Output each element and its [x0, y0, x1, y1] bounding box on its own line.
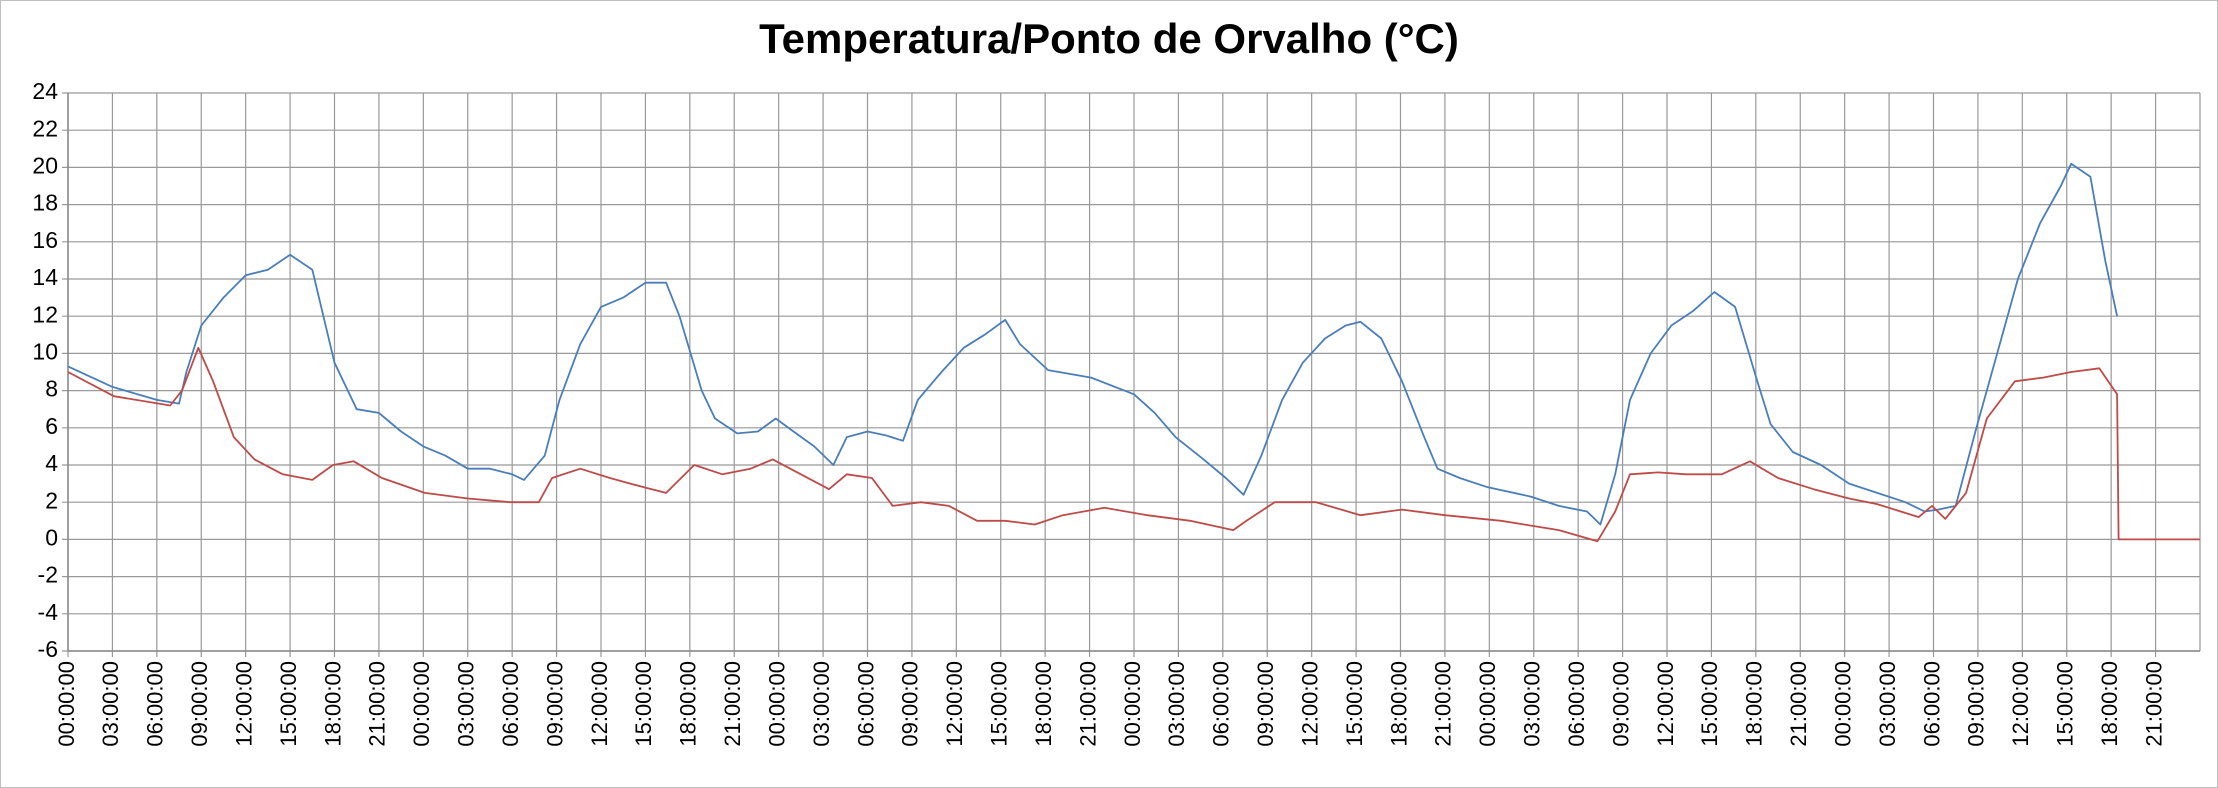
x-tick-label: 12:00:00	[1653, 661, 1678, 747]
x-tick-label: 15:00:00	[276, 661, 301, 747]
y-tick-label: 20	[32, 152, 58, 178]
x-tick-label: 09:00:00	[542, 661, 567, 747]
y-tick-label: 22	[32, 115, 58, 141]
x-tick-label: 06:00:00	[1919, 661, 1944, 747]
x-tick-label: 18:00:00	[2097, 661, 2122, 747]
x-tick-label: 03:00:00	[809, 661, 834, 747]
x-tick-label: 21:00:00	[720, 661, 745, 747]
x-tick-label: 18:00:00	[320, 661, 345, 747]
x-tick-label: 09:00:00	[1964, 661, 1989, 747]
x-tick-label: 21:00:00	[2141, 661, 2166, 747]
x-tick-label: 03:00:00	[1164, 661, 1189, 747]
y-tick-label: -6	[38, 636, 58, 662]
x-tick-label: 18:00:00	[1386, 661, 1411, 747]
x-tick-label: 12:00:00	[942, 661, 967, 747]
series-line	[67, 162, 2118, 526]
x-tick-label: 09:00:00	[1608, 661, 1633, 747]
x-tick-label: 00:00:00	[54, 661, 79, 747]
x-tick-label: 21:00:00	[1786, 661, 1811, 747]
x-tick-label: 18:00:00	[676, 661, 701, 747]
y-tick-label: 8	[45, 376, 58, 402]
y-tick-label: 24	[32, 78, 58, 104]
y-tick-label: -2	[38, 562, 58, 588]
x-tick-label: 15:00:00	[2053, 661, 2078, 747]
y-tick-label: 6	[45, 413, 58, 439]
x-tick-label: 03:00:00	[1875, 661, 1900, 747]
x-tick-label: 09:00:00	[187, 661, 212, 747]
x-tick-label: 06:00:00	[1209, 661, 1234, 747]
x-tick-label: 21:00:00	[365, 661, 390, 747]
y-tick-label: -4	[38, 599, 59, 625]
x-tick-label: 03:00:00	[1520, 661, 1545, 747]
x-tick-label: 12:00:00	[1297, 661, 1322, 747]
y-tick-label: 12	[32, 301, 58, 327]
x-tick-label: 12:00:00	[231, 661, 256, 747]
x-tick-label: 03:00:00	[98, 661, 123, 747]
x-tick-label: 12:00:00	[2008, 661, 2033, 747]
y-tick-label: 2	[45, 487, 58, 513]
x-tick-label: 03:00:00	[454, 661, 479, 747]
y-tick-label: 14	[32, 264, 58, 290]
y-tick-label: 16	[32, 227, 58, 253]
x-tick-label: 06:00:00	[143, 661, 168, 747]
x-tick-label: 09:00:00	[898, 661, 923, 747]
x-tick-label: 15:00:00	[987, 661, 1012, 747]
x-tick-label: 00:00:00	[1475, 661, 1500, 747]
y-tick-label: 18	[32, 190, 58, 216]
x-tick-label: 06:00:00	[853, 661, 878, 747]
x-tick-label: 21:00:00	[1431, 661, 1456, 747]
y-tick-label: 0	[45, 524, 58, 550]
x-tick-label: 18:00:00	[1031, 661, 1056, 747]
chart-title: Temperatura/Ponto de Orvalho (°C)	[759, 15, 1459, 62]
x-tick-label: 06:00:00	[498, 661, 523, 747]
x-tick-label: 00:00:00	[409, 661, 434, 747]
x-tick-label: 18:00:00	[1742, 661, 1767, 747]
x-tick-label: 21:00:00	[1075, 661, 1100, 747]
x-tick-label: 15:00:00	[631, 661, 656, 747]
y-tick-label: 4	[45, 450, 58, 476]
x-tick-label: 00:00:00	[764, 661, 789, 747]
x-tick-label: 00:00:00	[1830, 661, 1855, 747]
x-tick-label: 15:00:00	[1342, 661, 1367, 747]
series-line	[67, 346, 2200, 543]
x-tick-label: 15:00:00	[1697, 661, 1722, 747]
x-tick-label: 00:00:00	[1120, 661, 1145, 747]
x-tick-label: 12:00:00	[587, 661, 612, 747]
x-tick-label: 06:00:00	[1564, 661, 1589, 747]
y-tick-label: 10	[32, 338, 58, 364]
x-tick-label: 09:00:00	[1253, 661, 1278, 747]
